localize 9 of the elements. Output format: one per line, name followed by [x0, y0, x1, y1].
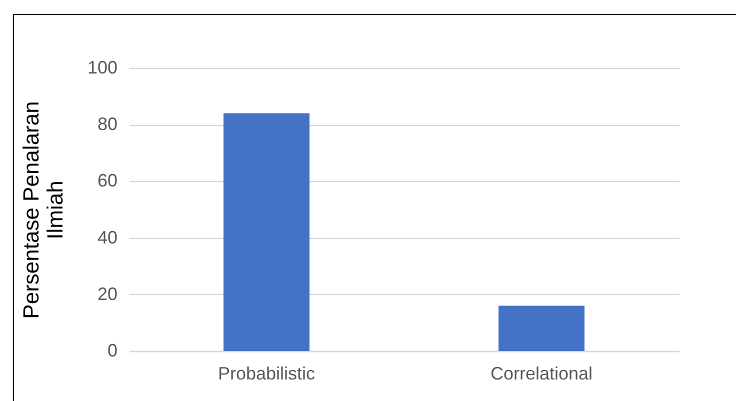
y-tick-label: 100 — [87, 58, 118, 78]
y-tick-label: 80 — [97, 114, 118, 134]
y-tick-label: 40 — [97, 227, 118, 248]
x-tick-label: Probabilistic — [218, 364, 316, 384]
x-tick-label: Correlational — [490, 364, 593, 384]
y-tick-label: 0 — [107, 340, 118, 360]
y-tick-label: 60 — [97, 170, 118, 191]
y-axis-title: Persentase Penalaran Ilmiah — [18, 101, 68, 319]
y-tick-label: 20 — [97, 284, 118, 304]
